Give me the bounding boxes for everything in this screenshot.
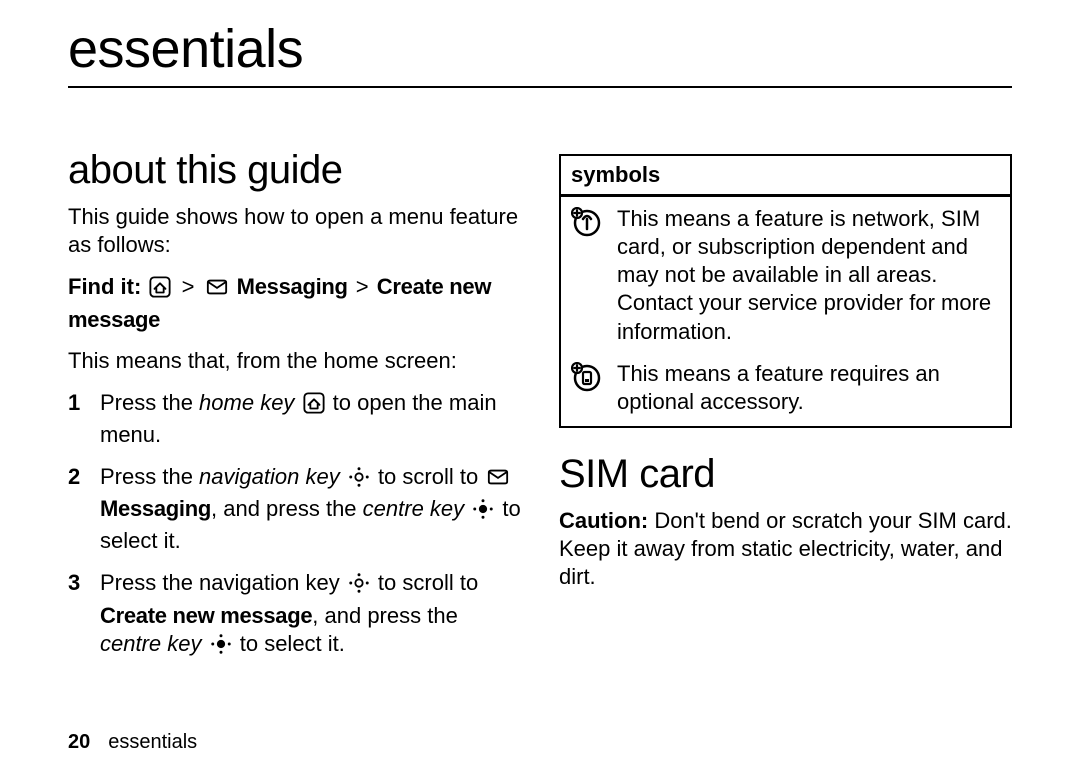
home-key-term: home key <box>199 390 294 415</box>
left-column: about this guide This guide shows how to… <box>68 148 521 676</box>
symbols-header: symbols <box>561 156 1010 197</box>
steps-list: Press the home key to open the main menu… <box>68 389 521 662</box>
means-text: This means that, from the home screen: <box>68 347 521 375</box>
right-column: symbols This means a feature is network,… <box>559 148 1012 676</box>
home-icon <box>149 276 171 306</box>
about-intro: This guide shows how to open a menu feat… <box>68 203 521 259</box>
envelope-icon <box>486 466 510 495</box>
network-dependent-icon <box>571 205 607 239</box>
symbols-row-accessory: This means a feature requires an optiona… <box>561 356 1010 426</box>
home-icon <box>303 392 325 421</box>
step-text: to scroll to <box>372 570 478 595</box>
symbols-row-text: This means a feature requires an optiona… <box>617 360 1000 416</box>
step-text: to scroll to <box>372 464 484 489</box>
find-it-label: Find it: <box>68 274 141 299</box>
create-msg-term: Create new message <box>100 603 312 628</box>
centre-key-term: centre key <box>363 496 465 521</box>
step-text: to select it. <box>234 631 345 656</box>
step-text: , and press the <box>312 603 458 628</box>
centre-key-icon <box>210 633 232 662</box>
chapter-title: essentials <box>68 0 1012 86</box>
step-3: Press the navigation key to scroll to Cr… <box>68 569 521 661</box>
page-number: 20 <box>68 731 90 753</box>
page-footer: 20 essentials <box>68 731 197 754</box>
nav-key-term: navigation key <box>199 464 340 489</box>
two-column-layout: about this guide This guide shows how to… <box>68 148 1012 676</box>
step-1: Press the home key to open the main menu… <box>68 389 521 449</box>
symbols-row-network: This means a feature is network, SIM car… <box>561 197 1010 356</box>
envelope-icon <box>205 276 229 306</box>
step-text: Press the <box>100 464 199 489</box>
messaging-term: Messaging <box>100 496 211 521</box>
path-separator: > <box>356 274 369 299</box>
footer-section: essentials <box>108 731 197 753</box>
about-heading: about this guide <box>68 148 521 193</box>
sim-caution: Caution: Don't bend or scratch your SIM … <box>559 507 1012 591</box>
step-text: Press the navigation key <box>100 570 346 595</box>
sim-heading: SIM card <box>559 452 1012 497</box>
caution-label: Caution: <box>559 508 648 533</box>
symbols-table: symbols This means a feature is network,… <box>559 154 1012 428</box>
centre-key-term: centre key <box>100 631 202 656</box>
find-it-path: Find it: > Messaging > Create new messag… <box>68 273 521 334</box>
step-text: Press the <box>100 390 199 415</box>
nav-key-icon <box>348 572 370 601</box>
manual-page: essentials about this guide This guide s… <box>0 0 1080 766</box>
chapter-rule <box>68 86 1012 88</box>
path-messaging: Messaging <box>237 274 348 299</box>
path-separator: > <box>182 274 195 299</box>
step-text: , and press the <box>211 496 363 521</box>
centre-key-icon <box>472 498 494 527</box>
step-2: Press the navigation key to scroll to Me… <box>68 463 521 555</box>
accessory-required-icon <box>571 360 607 394</box>
symbols-row-text: This means a feature is network, SIM car… <box>617 205 1000 346</box>
nav-key-icon <box>348 466 370 495</box>
